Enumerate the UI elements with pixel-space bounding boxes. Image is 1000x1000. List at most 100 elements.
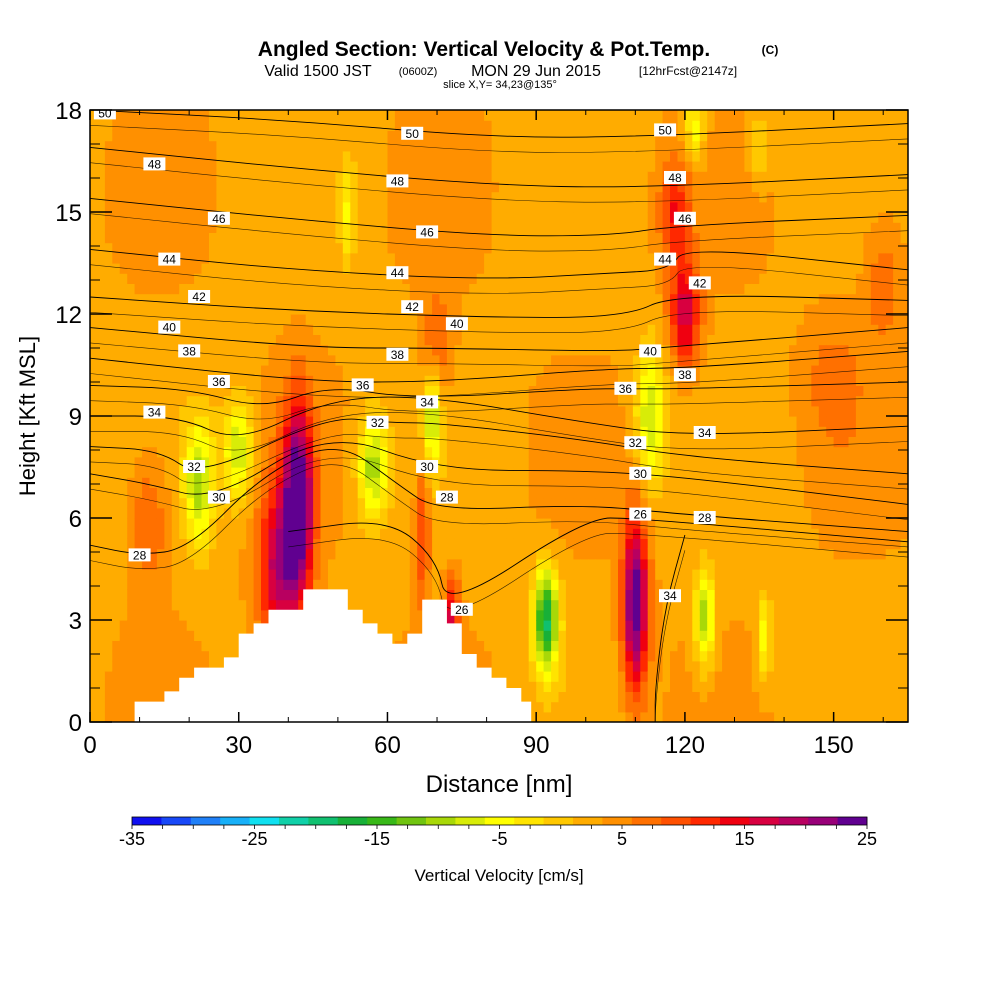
velocity-cell (513, 365, 522, 376)
velocity-cell (610, 691, 619, 703)
velocity-cell (476, 212, 485, 223)
velocity-cell (461, 242, 470, 254)
velocity-cell (595, 650, 604, 662)
velocity-cell (313, 181, 322, 193)
velocity-cell (104, 191, 113, 203)
velocity-cell (409, 212, 418, 223)
velocity-cell (565, 456, 574, 468)
velocity-cell (112, 171, 121, 182)
velocity-cell (328, 405, 336, 417)
velocity-cell (632, 334, 641, 346)
velocity-cell (551, 671, 560, 682)
velocity-cell (655, 283, 664, 295)
velocity-cell (104, 497, 113, 509)
velocity-cell (142, 334, 151, 346)
velocity-cell (513, 212, 522, 223)
velocity-cell (313, 558, 322, 570)
velocity-cell (97, 212, 106, 223)
velocity-cell (528, 242, 537, 254)
velocity-cell (684, 507, 693, 519)
velocity-cell (164, 579, 173, 590)
velocity-cell (171, 110, 180, 121)
velocity-cell (551, 487, 560, 499)
velocity-cell (484, 324, 493, 335)
velocity-cell (573, 518, 582, 529)
velocity-cell (209, 640, 217, 652)
velocity-cell (342, 201, 351, 213)
velocity-cell (97, 140, 106, 152)
velocity-cell (275, 446, 284, 458)
velocity-cell (558, 416, 567, 427)
velocity-cell (357, 171, 366, 182)
velocity-cell (223, 110, 232, 121)
velocity-cell (97, 416, 106, 427)
velocity-cell (662, 416, 671, 427)
velocity-cell (684, 324, 693, 335)
velocity-cell (119, 548, 128, 560)
velocity-cell (186, 579, 195, 590)
velocity-cell (573, 171, 582, 182)
velocity-cell (618, 150, 626, 162)
velocity-cell (268, 558, 277, 570)
velocity-cell (104, 405, 113, 417)
velocity-cell (618, 487, 626, 499)
velocity-cell (692, 395, 701, 407)
velocity-cell (394, 314, 403, 325)
velocity-cell (372, 273, 381, 284)
velocity-cell (394, 599, 403, 611)
velocity-cell (171, 293, 180, 305)
velocity-cell (216, 528, 225, 539)
velocity-cell (699, 140, 708, 152)
velocity-cell (536, 242, 545, 254)
velocity-cell (484, 171, 493, 182)
velocity-cell (506, 620, 515, 631)
velocity-cell (647, 161, 656, 172)
velocity-cell (655, 456, 664, 468)
velocity-cell (491, 120, 500, 131)
velocity-cell (647, 528, 656, 539)
velocity-cell (684, 467, 693, 478)
velocity-cell (402, 314, 411, 325)
velocity-cell (625, 477, 634, 488)
velocity-cell (134, 314, 143, 325)
velocity-cell (432, 446, 441, 458)
velocity-cell (469, 201, 478, 213)
velocity-cell (194, 242, 203, 254)
velocity-cell (156, 681, 165, 692)
velocity-cell (439, 416, 448, 427)
velocity-cell (439, 273, 448, 284)
velocity-cell (461, 110, 470, 121)
velocity-cell (253, 212, 262, 223)
forecast-info: [12hrFcst@2147z] (639, 64, 737, 78)
velocity-cell (513, 518, 522, 529)
velocity-cell (179, 671, 188, 682)
velocity-cell (662, 201, 671, 213)
velocity-cell (119, 232, 128, 244)
velocity-cell (595, 548, 604, 560)
velocity-cell (670, 293, 678, 305)
velocity-cell (588, 691, 597, 703)
velocity-cell (186, 161, 195, 172)
velocity-cell (595, 201, 604, 213)
velocity-cell (194, 609, 203, 621)
velocity-cell (328, 518, 336, 529)
velocity-cell (156, 671, 165, 682)
velocity-cell (275, 528, 284, 539)
velocity-cell (402, 426, 411, 437)
velocity-cell (647, 620, 656, 631)
velocity-cell (461, 558, 470, 570)
velocity-cell (164, 426, 173, 437)
velocity-cell (424, 212, 433, 223)
velocity-cell (618, 324, 626, 335)
velocity-cell (320, 365, 329, 376)
velocity-cell (610, 314, 619, 325)
velocity-cell (439, 456, 448, 468)
velocity-cell (246, 477, 255, 488)
velocity-cell (573, 446, 582, 458)
velocity-cell (558, 140, 567, 152)
velocity-cell (625, 110, 634, 121)
velocity-cell (640, 283, 649, 295)
velocity-cell (268, 518, 277, 529)
velocity-cell (595, 620, 604, 631)
velocity-cell (655, 354, 664, 366)
